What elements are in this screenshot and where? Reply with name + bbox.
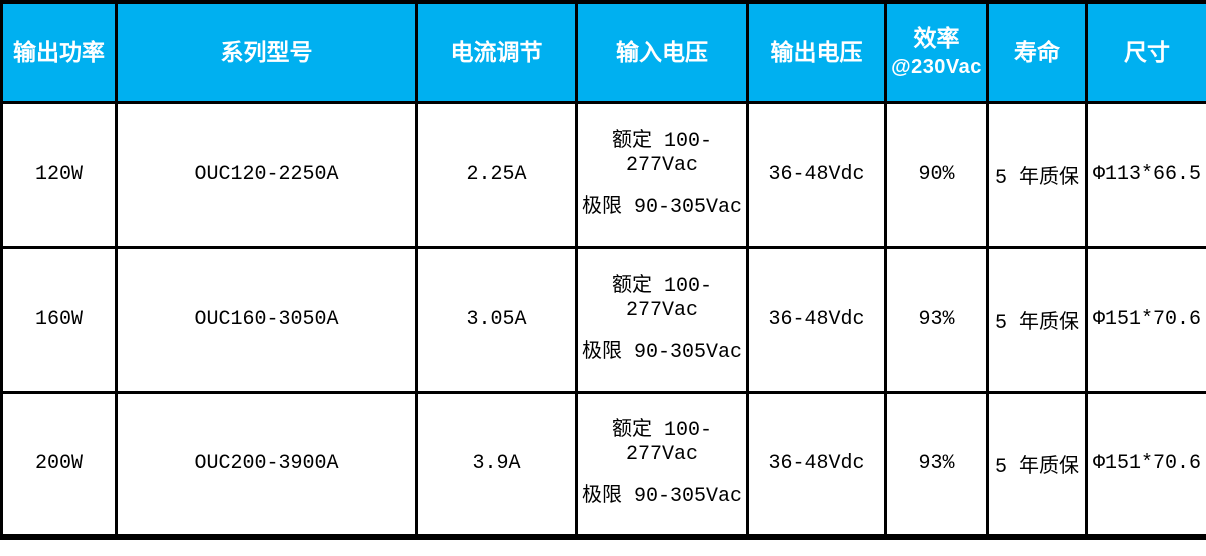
col-header-model: 系列型号	[115, 0, 418, 104]
table-row: 160W OUC160-3050A 3.05A 额定 100-277Vac 极限…	[0, 245, 1206, 394]
col-header-size: 尺寸	[1085, 0, 1206, 104]
col-header-input-voltage: 输入电压	[575, 0, 749, 104]
col-header-efficiency: 效率 @230Vac	[884, 0, 989, 104]
col-header-lifetime: 寿命	[986, 0, 1088, 104]
input-voltage-limit: 极限 90-305Vac	[581, 195, 743, 219]
input-voltage-rated: 额定 100-277Vac	[611, 129, 712, 177]
cell-model: OUC160-3050A	[115, 245, 418, 394]
efficiency-header-line2: @230Vac	[891, 56, 982, 79]
cell-output-power: 120W	[0, 100, 118, 249]
cell-output-power: 200W	[0, 390, 118, 539]
cell-input-voltage: 额定 100-277Vac 极限 90-305Vac	[575, 100, 749, 249]
cell-output-voltage: 36-48Vdc	[746, 390, 887, 539]
table-body: 120W OUC120-2250A 2.25A 额定 100-277Vac 极限…	[0, 100, 1206, 539]
cell-output-power: 160W	[0, 245, 118, 394]
input-voltage-rated: 额定 100-277Vac	[611, 418, 712, 466]
col-header-output-voltage: 输出电压	[746, 0, 887, 104]
cell-current-adjust: 3.05A	[415, 245, 578, 394]
cell-lifetime: 5 年质保	[986, 390, 1088, 539]
cell-efficiency: 93%	[884, 390, 989, 539]
cell-size: Φ113*66.5	[1085, 100, 1206, 249]
input-voltage-limit: 极限 90-305Vac	[581, 340, 743, 364]
table-row: 200W OUC200-3900A 3.9A 额定 100-277Vac 极限 …	[0, 390, 1206, 539]
cell-input-voltage: 额定 100-277Vac 极限 90-305Vac	[575, 245, 749, 394]
led-driver-spec-table: 输出功率 系列型号 电流调节 输入电压 输出电压 效率 @230Vac 寿命 尺…	[0, 0, 1206, 540]
cell-efficiency: 90%	[884, 100, 989, 249]
cell-output-voltage: 36-48Vdc	[746, 245, 887, 394]
cell-size: Φ151*70.6	[1085, 245, 1206, 394]
col-header-current-adjust: 电流调节	[415, 0, 578, 104]
cell-lifetime: 5 年质保	[986, 100, 1088, 249]
table-row: 120W OUC120-2250A 2.25A 额定 100-277Vac 极限…	[0, 100, 1206, 249]
input-voltage-limit: 极限 90-305Vac	[581, 484, 743, 508]
table-header-row: 输出功率 系列型号 电流调节 输入电压 输出电压 效率 @230Vac 寿命 尺…	[0, 0, 1206, 104]
input-voltage-rated: 额定 100-277Vac	[611, 274, 712, 322]
cell-efficiency: 93%	[884, 245, 989, 394]
efficiency-header-line1: 效率	[913, 25, 960, 52]
cell-current-adjust: 3.9A	[415, 390, 578, 539]
cell-model: OUC120-2250A	[115, 100, 418, 249]
cell-model: OUC200-3900A	[115, 390, 418, 539]
cell-current-adjust: 2.25A	[415, 100, 578, 249]
col-header-output-power: 输出功率	[0, 0, 118, 104]
cell-lifetime: 5 年质保	[986, 245, 1088, 394]
cell-output-voltage: 36-48Vdc	[746, 100, 887, 249]
cell-size: Φ151*70.6	[1085, 390, 1206, 539]
cell-input-voltage: 额定 100-277Vac 极限 90-305Vac	[575, 390, 749, 539]
